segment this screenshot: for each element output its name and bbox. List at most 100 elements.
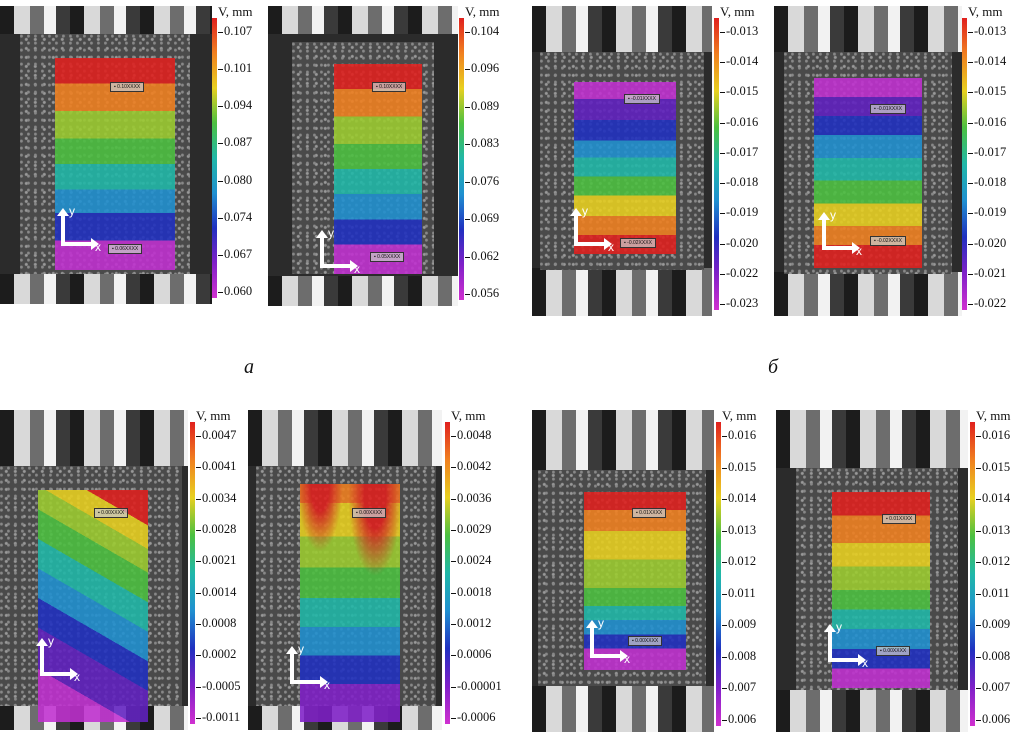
colorbar-tick-label: 0.0034	[202, 490, 237, 505]
colorbar-tick	[722, 656, 727, 658]
colorbar-title: V, mm	[720, 4, 755, 19]
displacement-field	[55, 58, 175, 270]
colorbar-tick	[196, 498, 201, 500]
colorbar-tick-label: 0.015	[982, 459, 1011, 474]
colorbar-tick	[722, 467, 727, 469]
colorbar-a1: V, mm 0.107 0.101 0.094 0.087 0.080 0.074 0.067…	[212, 4, 268, 304]
colorbar-tick	[722, 625, 727, 627]
colorbar-tick-label: -0.018	[974, 175, 1007, 190]
colorbar-tick-label: -0.022	[974, 296, 1007, 310]
colorbar-tick-label: 0.107	[224, 24, 253, 38]
colorbar-tick-label: 0.056	[471, 286, 500, 300]
colorbar-tick	[218, 292, 223, 293]
colorbar-tick	[720, 92, 725, 94]
colorbar-tick	[720, 122, 725, 124]
colorbar-title: V, mm	[968, 4, 1003, 19]
measurement-marker: ▪ -0.02XXXX	[870, 236, 906, 246]
colorbar-tick	[720, 32, 725, 33]
colorbar-tick-label: -0.022	[726, 265, 759, 280]
colorbar-a2: V, mm 0.104 0.096 0.089 0.083 0.076 0.069 0.062…	[459, 4, 519, 306]
colorbar-tick	[218, 32, 223, 33]
colorbar-tick-label: 0.062	[471, 248, 500, 263]
colorbar-tick	[218, 106, 223, 108]
colorbar-tick	[451, 467, 456, 469]
colorbar-tick-label: -0.015	[974, 84, 1007, 99]
colorbar-tick-label: 0.008	[982, 648, 1011, 663]
colorbar-gradient	[970, 422, 975, 726]
colorbar-gradient	[445, 422, 450, 724]
colorbar-tick	[465, 181, 470, 183]
colorbar-c1: V, mm 0.0047 0.0041 0.0034 0.0028 0.0021 0.001…	[190, 408, 246, 730]
colorbar-b2: V, mm -0.013 -0.014 -0.015 -0.016 -0.017 -0.01…	[962, 4, 1022, 316]
colorbar-tick-label: 0.0036	[457, 490, 492, 505]
measurement-marker: ▪ 0.10XXXX	[110, 82, 145, 92]
colorbar-tick-label: 0.076	[471, 173, 500, 188]
colorbar-tick-label: 0.015	[728, 459, 757, 474]
colorbar-tick	[720, 243, 725, 245]
colorbar-tick	[720, 273, 725, 275]
colorbar-tick	[968, 32, 973, 33]
colorbar-gradient	[716, 422, 721, 726]
colorbar-tick-label: 0.067	[224, 246, 253, 261]
colorbar-tick-label: 0.0002	[202, 647, 237, 662]
colorbar-tick-label: -0.021	[974, 265, 1007, 280]
colorbar-tick	[451, 561, 456, 563]
colorbar-tick	[720, 152, 725, 154]
colorbar-tick-label: -0.015	[726, 84, 759, 99]
colorbar-tick-label: -0.0005	[202, 678, 241, 693]
colorbar-tick	[465, 69, 470, 71]
colorbar-tick-label: 0.014	[982, 491, 1011, 506]
colorbar-tick	[196, 592, 201, 594]
colorbar-title: V, mm	[196, 408, 231, 423]
colorbar-tick-label: 0.0042	[457, 459, 492, 474]
colorbar-tick-label: 0.008	[728, 648, 757, 663]
colorbar-gradient	[962, 18, 967, 310]
colorbar-tick	[465, 106, 470, 108]
colorbar-tick-label: 0.080	[224, 172, 253, 187]
measurement-marker: ▪ -0.01XXXX	[624, 94, 660, 104]
colorbar-tick	[218, 180, 223, 182]
colorbar-tick	[451, 530, 456, 531]
colorbar-b1: V, mm -0.013 -0.014 -0.015 -0.016 -0.017 -0.01…	[714, 4, 772, 316]
colorbar-tick	[976, 656, 981, 658]
colorbar-tick-label: 0.0018	[457, 584, 492, 599]
colorbar-tick	[722, 720, 727, 721]
colorbar-title: V, mm	[465, 4, 500, 19]
colorbar-tick	[218, 143, 223, 145]
colorbar-tick	[976, 436, 981, 437]
colorbar-tick-label: 0.104	[471, 24, 500, 38]
colorbar-tick-label: 0.0028	[202, 522, 237, 536]
upper-grip	[0, 6, 212, 34]
measurement-marker: ▪ 0.00XXXX	[352, 508, 387, 518]
colorbar-tick-label: 0.0008	[202, 616, 237, 630]
displacement-field	[334, 64, 422, 274]
colorbar-tick-label: -0.014	[974, 54, 1007, 69]
displacement-field	[38, 490, 148, 722]
colorbar-tick-label: 0.009	[728, 617, 757, 632]
colorbar-tick-label: 0.006	[982, 712, 1011, 726]
measurement-marker: ▪ 0.00XXXX	[94, 508, 129, 518]
colorbar-tick-label: -0.019	[726, 205, 759, 220]
colorbar-tick-label: 0.089	[471, 98, 500, 113]
measurement-marker: ▪ 0.00XXXX	[628, 636, 663, 646]
colorbar-tick-label: -0.016	[726, 114, 759, 129]
colorbar-tick	[196, 655, 201, 657]
measurement-marker: ▪ 0.01XXXX	[632, 508, 667, 518]
colorbar-tick-label: -0.0006	[457, 710, 496, 724]
colorbar-tick-label: 0.007	[982, 680, 1011, 695]
measurement-marker: ▪ 0.01XXXX	[882, 514, 917, 524]
colorbar-tick-label: -0.0011	[202, 710, 241, 724]
caption-a: а	[244, 356, 254, 378]
measurement-marker: ▪ -0.02XXXX	[620, 238, 656, 248]
colorbar-tick-label: 0.014	[728, 491, 757, 506]
colorbar-tick-label: -0.023	[726, 296, 759, 310]
colorbar-tick-label: 0.013	[982, 522, 1011, 537]
colorbar-tick-label: 0.083	[471, 136, 500, 151]
